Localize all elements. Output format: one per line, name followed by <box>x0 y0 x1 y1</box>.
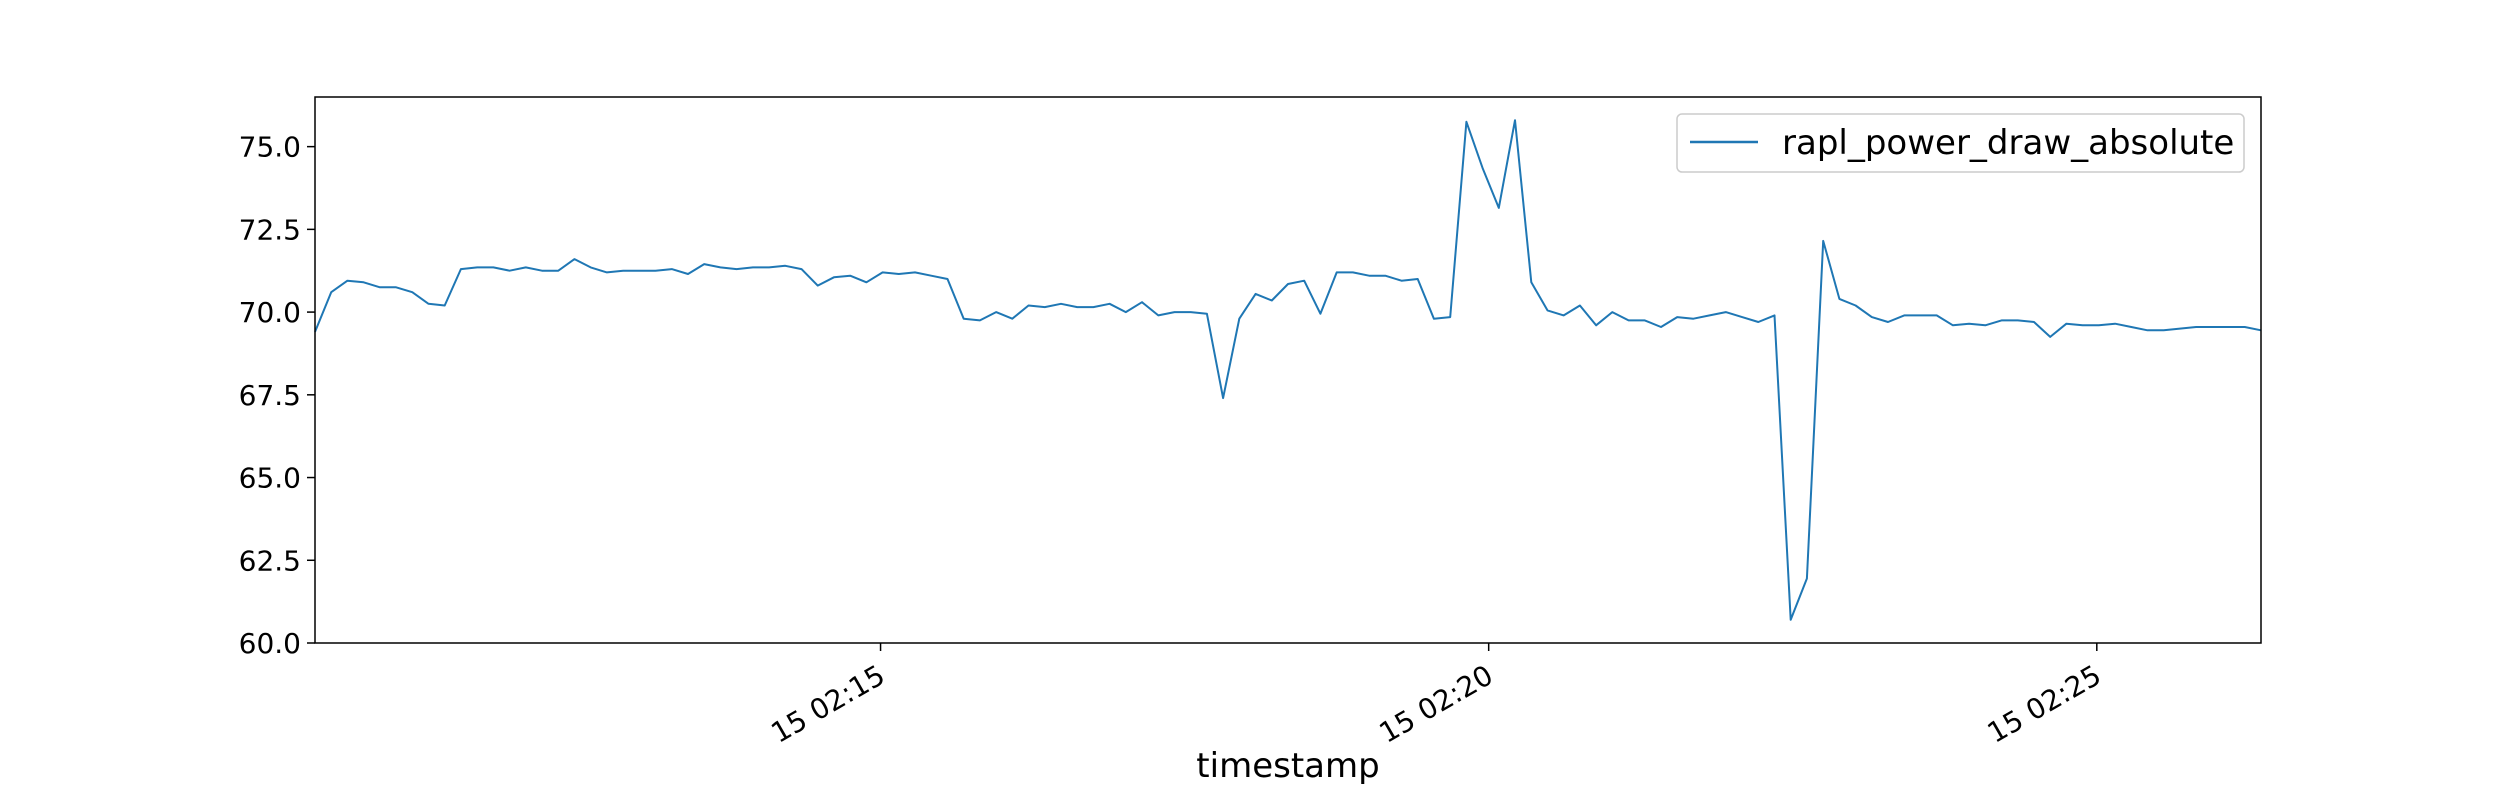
plot-background <box>315 97 2261 643</box>
y-tick-label: 65.0 <box>239 462 301 495</box>
legend: rapl_power_draw_absolute <box>1676 113 2245 173</box>
plot-frame <box>314 96 2262 644</box>
series-layer <box>314 119 2262 621</box>
legend-box <box>1676 113 2245 173</box>
y-axis: 60.0 62.5 65.0 67.5 70.0 72.5 75.0 <box>239 131 315 660</box>
legend-label: rapl_power_draw_absolute <box>1782 123 2234 163</box>
y-tick-label: 75.0 <box>239 131 301 164</box>
series-line-rapl_power_draw_absolute <box>314 119 2262 621</box>
y-tick-label: 72.5 <box>239 213 301 246</box>
y-tick-label: 70.0 <box>239 296 301 329</box>
x-axis-label: timestamp <box>1196 746 1379 786</box>
y-tick-label: 62.5 <box>239 544 301 577</box>
y-tick-label: 60.0 <box>239 627 301 660</box>
plot-area <box>314 96 2262 644</box>
y-tick-label: 67.5 <box>239 379 301 412</box>
